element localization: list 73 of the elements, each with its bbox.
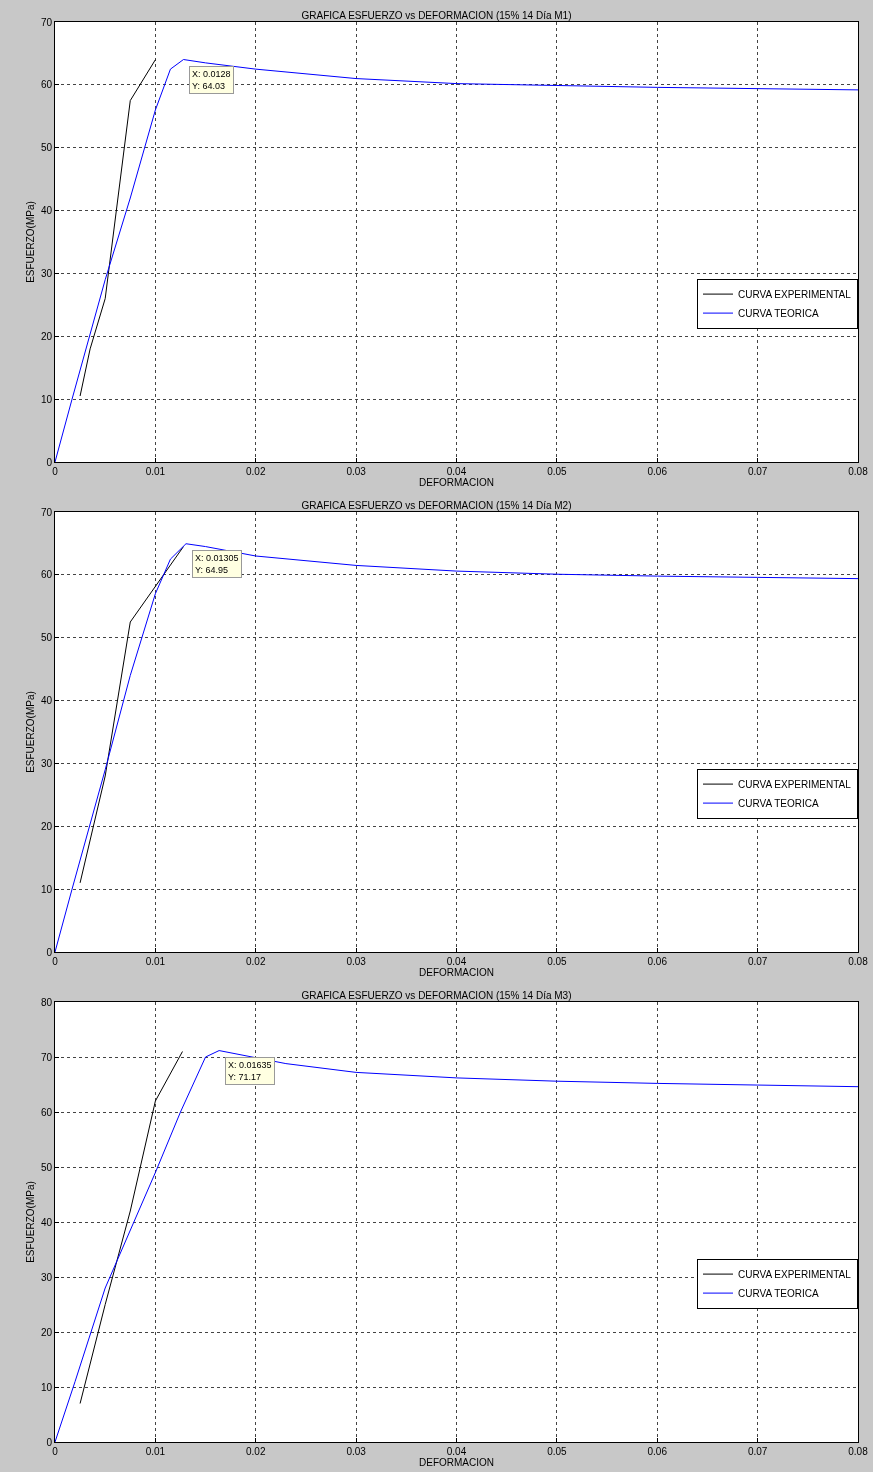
y-tick-label: 60 bbox=[40, 569, 53, 581]
y-tick-label: 40 bbox=[40, 1216, 53, 1228]
annotation: X: 0.01635 Y: 71.17 bbox=[228, 1060, 272, 1082]
legend-label: CURVA EXPERIMENTAL bbox=[738, 289, 852, 300]
x-tick-label: 0.05 bbox=[547, 956, 568, 967]
x-tick-label: 0.08 bbox=[848, 956, 869, 967]
y-axis-title: ESFUERZO(MPa) bbox=[24, 1181, 36, 1263]
x-axis-title: DEFORMACION bbox=[419, 477, 494, 488]
line-series bbox=[55, 543, 858, 952]
y-tick-label: 10 bbox=[40, 883, 53, 895]
x-tick-label: 0.06 bbox=[647, 466, 668, 477]
x-tick-label: 0.06 bbox=[647, 1446, 668, 1457]
y-tick-label: 10 bbox=[40, 1381, 53, 1393]
y-tick-label: 30 bbox=[40, 267, 53, 279]
annotation: X: 0.01305 Y: 64.95 bbox=[195, 553, 239, 575]
legend-label: CURVA TEORICA bbox=[738, 308, 819, 319]
x-tick-label: 0.03 bbox=[346, 1446, 367, 1457]
y-tick-label: 0 bbox=[46, 946, 53, 958]
x-tick-label: 0.07 bbox=[747, 1446, 768, 1457]
legend-label: CURVA EXPERIMENTAL bbox=[738, 1269, 852, 1280]
x-tick-label: 0.02 bbox=[246, 466, 266, 477]
y-tick-label: 10 bbox=[40, 393, 53, 405]
x-tick-label: 0.05 bbox=[547, 466, 568, 477]
x-tick-label: 0.08 bbox=[848, 466, 869, 477]
x-tick-label: 0.05 bbox=[547, 1446, 568, 1457]
x-tick-label: 0.07 bbox=[747, 466, 768, 477]
x-tick-label: 0.06 bbox=[647, 956, 668, 967]
x-tick-label: 0.01 bbox=[145, 956, 166, 967]
y-tick-label: 0 bbox=[46, 1436, 53, 1448]
y-tick-label: 70 bbox=[40, 1051, 53, 1063]
y-tick-label: 40 bbox=[40, 695, 53, 707]
x-tick-label: 0.04 bbox=[446, 956, 467, 967]
y-tick-label: 50 bbox=[40, 142, 53, 154]
line-series bbox=[55, 1050, 858, 1442]
legend-label: CURVA EXPERIMENTAL bbox=[738, 779, 852, 790]
chart-title: GRAFICA ESFUERZO vs DEFORMACION (15% 14 Día M2) bbox=[301, 500, 572, 511]
y-tick-label: 70 bbox=[40, 506, 53, 518]
y-tick-label: 0 bbox=[46, 456, 53, 468]
x-tick-label: 0.01 bbox=[145, 466, 166, 477]
legend-label: CURVA TEORICA bbox=[738, 1288, 819, 1299]
line-series bbox=[79, 59, 156, 397]
y-tick-label: 60 bbox=[40, 79, 53, 91]
y-tick-label: 20 bbox=[40, 330, 53, 342]
y-axis-title: ESFUERZO(MPa) bbox=[24, 201, 36, 283]
x-tick-label: 0.04 bbox=[446, 466, 467, 477]
y-tick-label: 30 bbox=[40, 757, 53, 769]
y-tick-label: 30 bbox=[40, 1271, 53, 1283]
line-series bbox=[79, 1051, 183, 1404]
line-series bbox=[79, 546, 184, 884]
x-tick-label: 0.08 bbox=[848, 1446, 869, 1457]
chart-title: GRAFICA ESFUERZO vs DEFORMACION (15% 14 Día M1) bbox=[301, 10, 572, 21]
annotation: X: 0.0128 Y: 64.03 bbox=[192, 69, 231, 91]
y-tick-label: 40 bbox=[40, 205, 53, 217]
y-tick-label: 50 bbox=[40, 632, 53, 644]
legend-label: CURVA TEORICA bbox=[738, 798, 819, 809]
x-axis-title: DEFORMACION bbox=[419, 967, 494, 978]
y-tick-label: 20 bbox=[40, 820, 53, 832]
x-axis-title: DEFORMACION bbox=[419, 1457, 494, 1468]
y-axis-title: ESFUERZO(MPa) bbox=[24, 691, 36, 773]
x-tick-label: 0.07 bbox=[747, 956, 768, 967]
x-tick-label: 0.04 bbox=[446, 1446, 467, 1457]
x-tick-label: 0.03 bbox=[346, 956, 367, 967]
chart-title: GRAFICA ESFUERZO vs DEFORMACION (15% 14 Día M3) bbox=[301, 990, 572, 1001]
y-tick-label: 80 bbox=[40, 996, 53, 1008]
x-tick-label: 0.03 bbox=[346, 466, 367, 477]
y-tick-label: 70 bbox=[40, 16, 53, 28]
line-series bbox=[55, 59, 858, 462]
x-tick-label: 0.01 bbox=[145, 1446, 166, 1457]
y-tick-label: 50 bbox=[40, 1161, 53, 1173]
x-tick-label: 0.02 bbox=[246, 1446, 266, 1457]
x-tick-label: 0.02 bbox=[246, 956, 266, 967]
y-tick-label: 20 bbox=[40, 1326, 53, 1338]
y-tick-label: 60 bbox=[40, 1106, 53, 1118]
